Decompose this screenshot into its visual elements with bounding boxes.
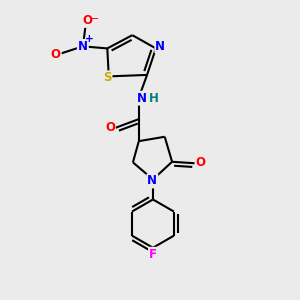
Text: O: O [51,47,61,61]
Text: O: O [82,14,92,27]
Text: N: N [155,40,165,52]
Text: O: O [196,156,206,169]
Text: N: N [78,40,88,53]
Text: N: N [137,92,147,105]
Text: N: N [147,174,158,188]
Text: F: F [149,248,157,261]
Text: +: + [85,34,94,44]
Text: O: O [105,122,115,134]
Text: S: S [103,71,112,84]
Text: −: − [90,14,99,24]
Text: H: H [148,92,158,105]
